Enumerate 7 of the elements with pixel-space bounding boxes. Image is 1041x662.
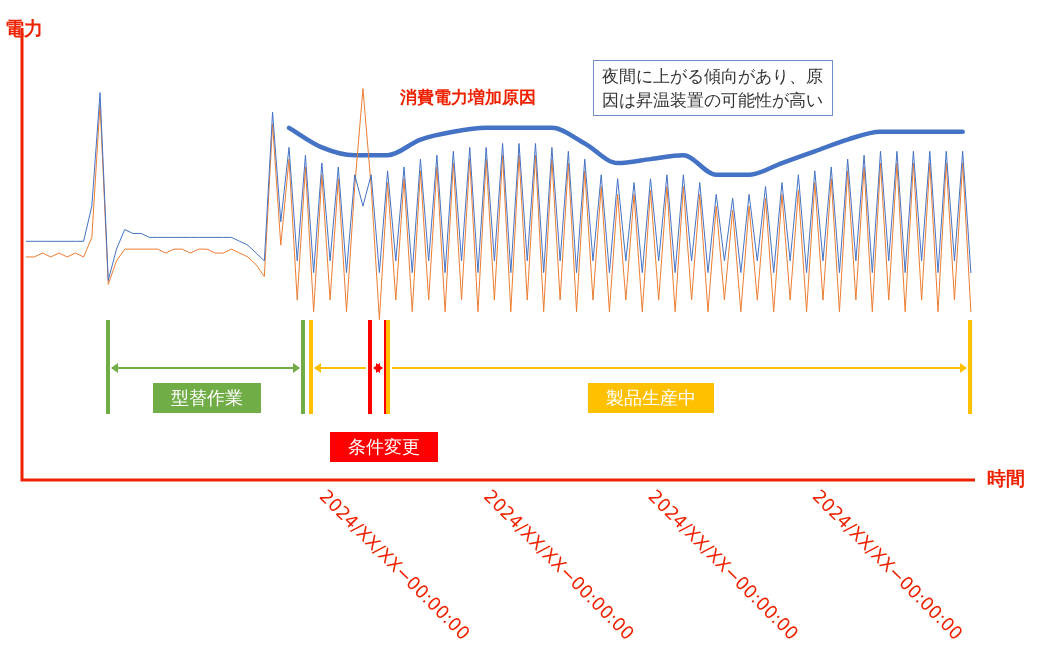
y-axis-title: 電力 (5, 16, 43, 39)
annotation: 条件変更 (330, 432, 438, 462)
annotation: 型替作業 (153, 383, 261, 413)
annotation: 夜間に上がる傾向があり、原因は昇温装置の可能性が高い (593, 60, 833, 116)
annotation: 製品生産中 (588, 383, 714, 413)
annotation: 消費電力増加原因 (400, 86, 536, 109)
x-axis-title: 時間 (987, 466, 1025, 489)
